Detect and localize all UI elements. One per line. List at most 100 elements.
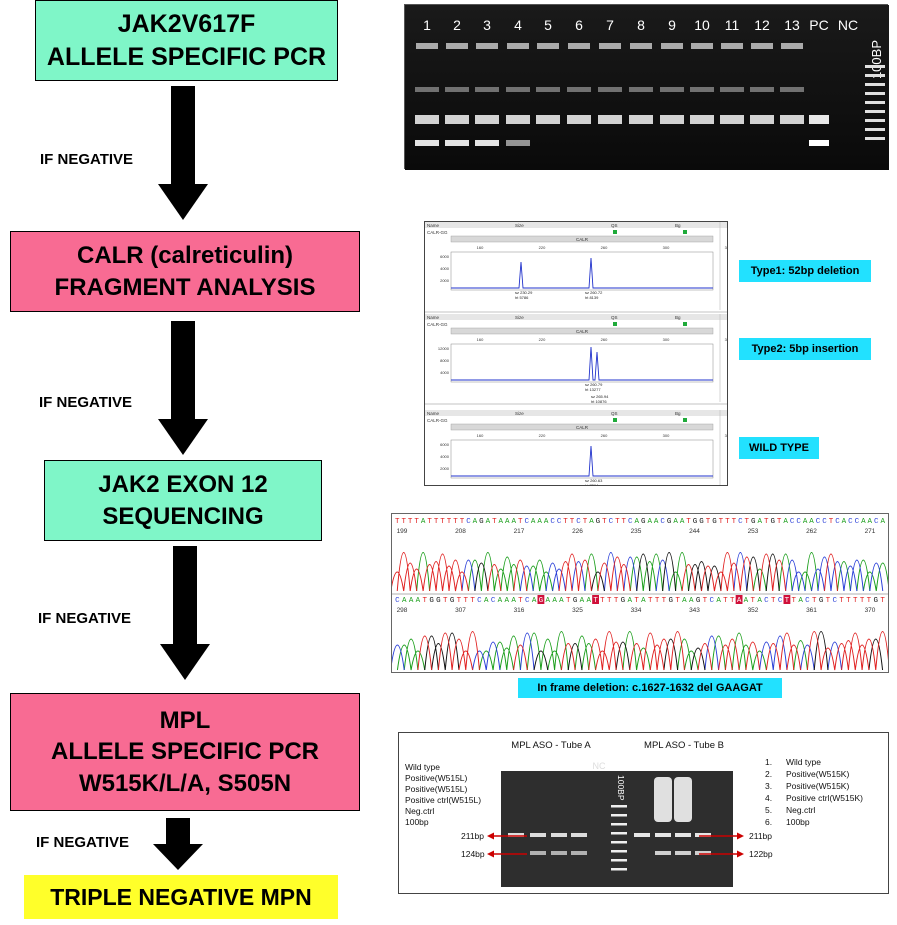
calr-tick: 220 [539,245,546,250]
gel-band-upper [445,87,469,92]
gel-well [537,43,559,49]
seq-row1-base: T [563,518,568,526]
seq-row1-base: T [583,518,588,526]
calr-header-bar [425,410,727,416]
mpl-ladder-band [611,823,627,826]
mpl-right-arrow-head [737,832,744,840]
seq-row1-base: G [751,518,756,526]
mpl-lane-a-label: 2 [535,761,540,771]
gel-band-main [720,115,744,124]
mpl-gel-figure: MPL ASO - Tube A MPL ASO - Tube B Wild typ… [405,740,863,887]
calr-header-col: QS [611,411,618,416]
gel-lane-label: 7 [606,17,614,33]
seq-row1-base: T [434,518,439,526]
seq-row2-tick: 370 [865,607,876,614]
seq-row2-base: G [621,597,626,605]
mpl-lane-a-label: 4 [576,761,581,771]
seq-row1-base: T [408,518,413,526]
mpl-band-122 [675,851,691,855]
seq-row1-tick: 253 [748,528,759,535]
seq-row2-base: T [518,597,523,605]
mpl-legend-right-item: Positive(W515K) [786,769,849,779]
calr-header-col: QS [611,223,618,228]
calr-tick: 340 [725,245,727,250]
seq-row1-base: C [874,518,879,526]
seq-row1-base: A [512,518,517,526]
calr-electropherogram-panel: Name Size QS Bg CALR-GG CALR 160 220 260 300 340 60… [424,221,732,501]
calr-ytick: 2000 [440,466,450,471]
seq-row1-base: T [492,518,497,526]
seq-row1-trace-T [390,552,838,592]
step-4-line3: W515K/L/A, S505N [78,769,292,797]
calr-ytick: 4000 [440,454,450,459]
seq-row2-base: T [703,597,708,605]
seq-row1-base: C [835,518,840,526]
gel-band-upper [475,87,499,92]
seq-row1-trace-G [474,552,780,592]
gel-lane-label: 100BP [869,40,884,79]
if-negative-label-2: IF NEGATIVE [39,394,133,411]
calr-peak-height: ht 7294 [585,483,599,485]
seq-row1-base: T [414,518,419,526]
calr-ytick: 8000 [440,358,450,363]
calr-sample-name: CALR-GG [427,418,448,423]
seq-row1-base: T [460,518,465,526]
calr-tick: 160 [477,433,484,438]
seq-row1-base: A [868,518,873,526]
seq-row1-base: T [427,518,432,526]
jak2-gel-image: 1 2 3 4 5 6 7 8 9 10 11 12 13 PC NC 100BP [404,4,889,170]
mpl-right-arrow-head [737,850,744,858]
seq-row1-base: C [628,518,633,526]
gel-band-pc-mutant [809,140,829,146]
mpl-legend-right-item: Neg.ctrl [786,805,815,815]
seq-row2-base: A [552,597,557,605]
sequencing-caption: In frame deletion: c.1627-1632 del GAAGA… [518,678,782,698]
seq-row2-base: T [785,597,790,605]
seq-row2-base: T [853,597,858,605]
calr-tick: 160 [477,337,484,342]
mpl-band-211 [655,833,671,837]
gel-band-upper [415,87,439,92]
seq-row1-base: A [537,518,542,526]
seq-row1-tick: 262 [806,528,817,535]
seq-row1-base: T [447,518,452,526]
seq-row2-base: T [593,597,598,605]
seq-row2-base: A [484,597,489,605]
calr-tick: 340 [725,433,727,438]
gel-band-upper [660,87,684,92]
gel-band-mutant [506,140,530,146]
mpl-right-mark: 122bp [749,849,773,859]
calr-ytick: 6000 [440,442,450,447]
seq-row1-base: C [790,518,795,526]
seq-row2-trace-T [417,631,890,671]
seq-row1-base: C [816,518,821,526]
gel-band-upper [598,87,622,92]
mpl-legend-left-item: Positive(W515L) [405,784,468,794]
ladder-band [865,83,885,86]
seq-row1-base: A [861,518,866,526]
gel-band-main [660,115,684,124]
highlighted-base [592,595,599,604]
mpl-lane-b-label: NC [717,761,730,771]
ladder-band [865,119,885,122]
calr-tick: 220 [539,433,546,438]
down-arrow-2 [158,321,208,455]
calr-marker [683,322,687,326]
seq-row1-base: T [706,518,711,526]
seq-row1-base: C [796,518,801,526]
step-2-line2: FRAGMENT ANALYSIS [54,273,316,301]
gel-band-main [506,115,530,124]
seq-row2-base: T [846,597,851,605]
seq-row1-trace-C [461,552,884,592]
gel-band-main [567,115,591,124]
step-1-line1: JAK2V617F [117,10,256,38]
highlighted-base [735,595,743,604]
seq-row1-tick: 271 [865,528,876,535]
calr-tick: 300 [663,433,670,438]
mpl-ladder-label: 100BP [616,775,626,801]
seq-row2-base: T [422,597,427,605]
seq-row1-base: A [758,518,763,526]
mpl-band-211 [551,833,567,837]
mpl-smear [674,777,692,822]
down-arrow-1 [158,86,208,220]
